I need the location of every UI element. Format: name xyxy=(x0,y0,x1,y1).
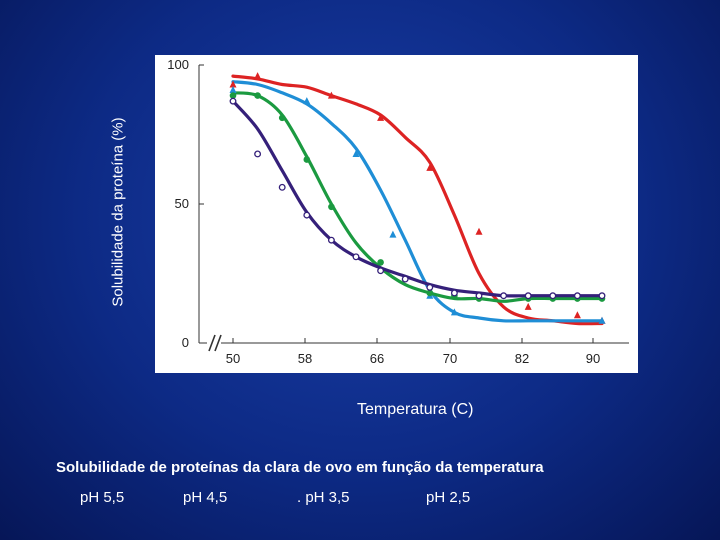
data-point-3 xyxy=(254,150,262,158)
series-line-0 xyxy=(231,74,604,326)
data-point-0 xyxy=(426,163,434,171)
data-point-0 xyxy=(254,72,262,80)
data-point-2 xyxy=(328,203,335,211)
y-axis-label: Solubilidade da proteína (%) xyxy=(109,117,127,307)
data-point-1 xyxy=(598,316,606,324)
data-point-3 xyxy=(229,97,237,105)
data-point-3 xyxy=(598,292,606,300)
data-point-0 xyxy=(229,80,237,88)
data-point-3 xyxy=(352,253,360,261)
data-point-2 xyxy=(278,114,286,122)
legend-item-ph-2-5: pH 2,5 xyxy=(426,489,471,506)
data-point-2 xyxy=(426,289,434,297)
data-point-3 xyxy=(450,289,458,297)
data-point-1 xyxy=(352,149,360,157)
x-tick-label: 58 xyxy=(298,351,312,366)
data-point-3 xyxy=(377,267,385,275)
data-point-2 xyxy=(254,92,261,99)
data-point-3 xyxy=(278,183,286,191)
data-point-3 xyxy=(327,236,335,244)
x-tick-label: 90 xyxy=(586,351,600,366)
y-tick-label: 0 xyxy=(182,335,189,350)
data-point-2 xyxy=(303,156,311,163)
legend-item-ph-5-5: pH 5,5 xyxy=(80,489,125,506)
data-point-2 xyxy=(377,259,384,266)
data-point-0 xyxy=(524,302,532,310)
data-point-1 xyxy=(303,97,311,105)
data-point-0 xyxy=(377,113,385,121)
data-point-0 xyxy=(475,227,483,235)
data-point-3 xyxy=(475,292,483,300)
x-tick-label: 70 xyxy=(443,351,457,366)
series-line-3 xyxy=(231,99,604,298)
x-axis-label: Temperatura (C) xyxy=(357,401,474,418)
y-tick-label: 50 xyxy=(175,196,189,211)
data-point-0 xyxy=(327,91,335,99)
data-point-1 xyxy=(450,308,458,316)
data-point-3 xyxy=(401,275,409,283)
data-point-2 xyxy=(229,92,237,99)
data-point-3 xyxy=(426,283,434,291)
chart-svg: 0 50 100 50 58 66 70 82 90 xyxy=(167,57,629,366)
axis-break-mark xyxy=(214,334,222,352)
data-point-3 xyxy=(573,292,581,300)
x-tick-label: 82 xyxy=(515,351,529,366)
data-point-3 xyxy=(500,292,508,300)
legend-item-ph-3-5: . pH 3,5 xyxy=(297,489,350,506)
data-point-0 xyxy=(573,311,581,319)
axis-break-mark xyxy=(208,334,216,352)
slide-caption: Solubilidade de proteínas da clara de ov… xyxy=(56,459,544,476)
chart-panel: 0 50 100 50 58 66 70 82 90 xyxy=(155,55,638,373)
data-point-3 xyxy=(549,292,557,300)
data-point-1 xyxy=(389,230,397,238)
series-line-1 xyxy=(231,80,604,323)
x-tick-label: 66 xyxy=(370,351,384,366)
y-tick-label: 100 xyxy=(167,57,189,72)
x-tick-label: 50 xyxy=(226,351,240,366)
data-point-1 xyxy=(229,86,237,94)
data-point-3 xyxy=(303,211,311,219)
data-point-3 xyxy=(524,292,532,300)
legend-item-ph-4-5: pH 4,5 xyxy=(183,489,228,506)
series-line-2 xyxy=(231,91,604,303)
